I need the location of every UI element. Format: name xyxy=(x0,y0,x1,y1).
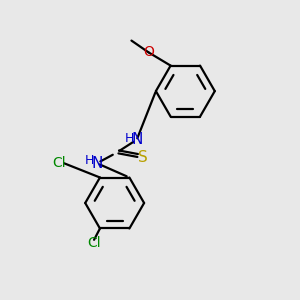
Text: H: H xyxy=(85,154,94,167)
Text: Cl: Cl xyxy=(87,236,101,250)
Text: Cl: Cl xyxy=(52,156,65,170)
Text: O: O xyxy=(143,45,154,59)
Text: H: H xyxy=(125,132,134,145)
Text: N: N xyxy=(91,156,103,171)
Text: S: S xyxy=(138,150,148,165)
Text: N: N xyxy=(131,132,142,147)
